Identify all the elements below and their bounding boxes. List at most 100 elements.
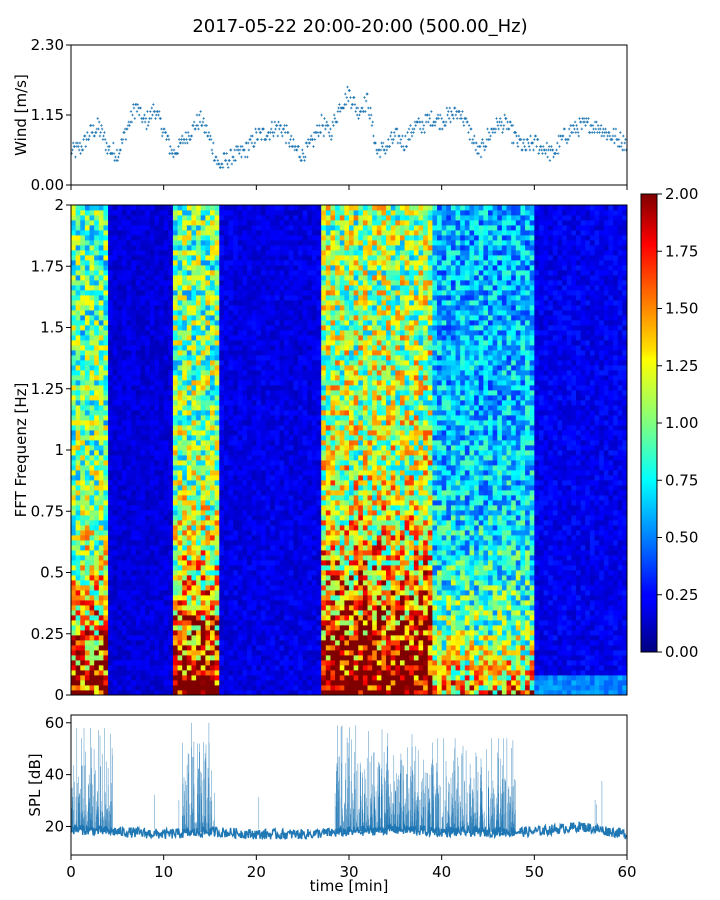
spectrogram-cell [242,605,248,611]
spectrogram-cell [210,480,216,486]
spectrogram-cell [71,345,77,351]
spectrogram-cell [103,520,109,526]
spectrogram-cell [247,230,253,236]
spectrogram-cell [154,440,160,446]
spectrogram-cell [163,445,169,451]
spectrogram-cell [302,605,308,611]
spectrogram-cell [75,335,81,341]
spectrogram-cell [228,660,234,666]
spectrogram-cell [247,220,253,226]
spectrogram-cell [293,410,299,416]
spectrogram-cell [75,355,81,361]
spectrogram-cell [242,405,248,411]
spectrogram-cell [256,295,262,301]
spectrogram-cell [251,205,257,211]
spectrogram-cell [172,555,178,561]
spectrogram-cell [94,615,100,621]
spectrogram-cell [126,345,132,351]
spectrogram-cell [172,320,178,326]
spectrogram-cell [80,645,86,651]
spectrogram-cell [223,630,229,636]
spectrogram-cell [112,370,118,376]
spectrogram-cell [228,235,234,241]
spectrogram-cell [117,285,123,291]
spectrogram-cell [84,260,90,266]
spectrogram-cell [191,500,197,506]
spectrogram-cell [265,690,271,695]
spectrogram-cell [89,230,95,236]
spectrogram-cell [186,460,192,466]
spectrogram-cell [172,265,178,271]
spectrogram-cell [71,465,77,471]
spectrogram-cell [247,565,253,571]
spectrogram-cell [242,290,248,296]
spectrogram-cell [126,465,132,471]
spectrogram-cell [177,345,183,351]
spectrogram-cell [260,215,266,221]
spectrogram-cell [288,255,294,261]
spectrogram-cell [247,335,253,341]
spectrogram-cell [121,250,127,256]
spectrogram-cell [210,590,216,596]
spectrogram-cell [210,230,216,236]
spectrogram-cell [219,670,225,676]
spectrogram-cell [279,250,285,256]
spectrogram-cell [140,435,146,441]
spectrogram-cell [288,230,294,236]
spectrogram-cell [131,350,137,356]
spectrogram-cell [260,255,266,261]
spectrogram-cell [260,450,266,456]
spectrogram-cell [270,665,276,671]
spectrogram-cell [205,535,211,541]
spectrogram-column [131,205,137,695]
spectrogram-cell [140,210,146,216]
spectrogram-cell [131,460,137,466]
spectrogram-cell [205,685,211,691]
spectrogram-cell [265,665,271,671]
spectrogram-cell [140,495,146,501]
spectrogram-cell [247,300,253,306]
spectrogram-cell [154,665,160,671]
spectrogram-cell [84,410,90,416]
spectrogram-cell [168,305,174,311]
spectrogram-cell [260,620,266,626]
spectrogram-cell [145,350,151,356]
spectrogram-cell [228,460,234,466]
spectrogram-cell [149,535,155,541]
spectrogram-cell [228,465,234,471]
spectrogram-cell [149,375,155,381]
spectrogram-cell [270,415,276,421]
spectrogram-cell [126,270,132,276]
spectrogram-cell [149,260,155,266]
spectrogram-cell [205,630,211,636]
spectrogram-cell [247,550,253,556]
spectrogram-cell [98,530,104,536]
spectrogram-cell [163,255,169,261]
spectrogram-cell [121,410,127,416]
spectrogram-cell [103,560,109,566]
spectrogram-cell [302,625,308,631]
spectrogram-cell [274,405,280,411]
spectrogram-cell [191,305,197,311]
spectrogram-cell [191,410,197,416]
spectrogram-cell [108,225,114,231]
spectrogram-cell [154,320,160,326]
spectrogram-cell [159,585,165,591]
spectrogram-cell [293,435,299,441]
spectrogram-cell [154,370,160,376]
spectrogram-cell [89,570,95,576]
spectrogram-cell [219,240,225,246]
spectrogram-cell [168,540,174,546]
spectrogram-cell [126,315,132,321]
spectrogram-cell [135,320,141,326]
spectrogram-cell [149,525,155,531]
spectrogram-cell [186,355,192,361]
spectrogram-cell [75,270,81,276]
spectrogram-cell [200,450,206,456]
spectrogram-cell [247,680,253,686]
spectrogram-cell [210,495,216,501]
spectrogram-cell [219,280,225,286]
spectrogram-cell [247,355,253,361]
spectrogram-cell [75,645,81,651]
spectrogram-cell [84,285,90,291]
